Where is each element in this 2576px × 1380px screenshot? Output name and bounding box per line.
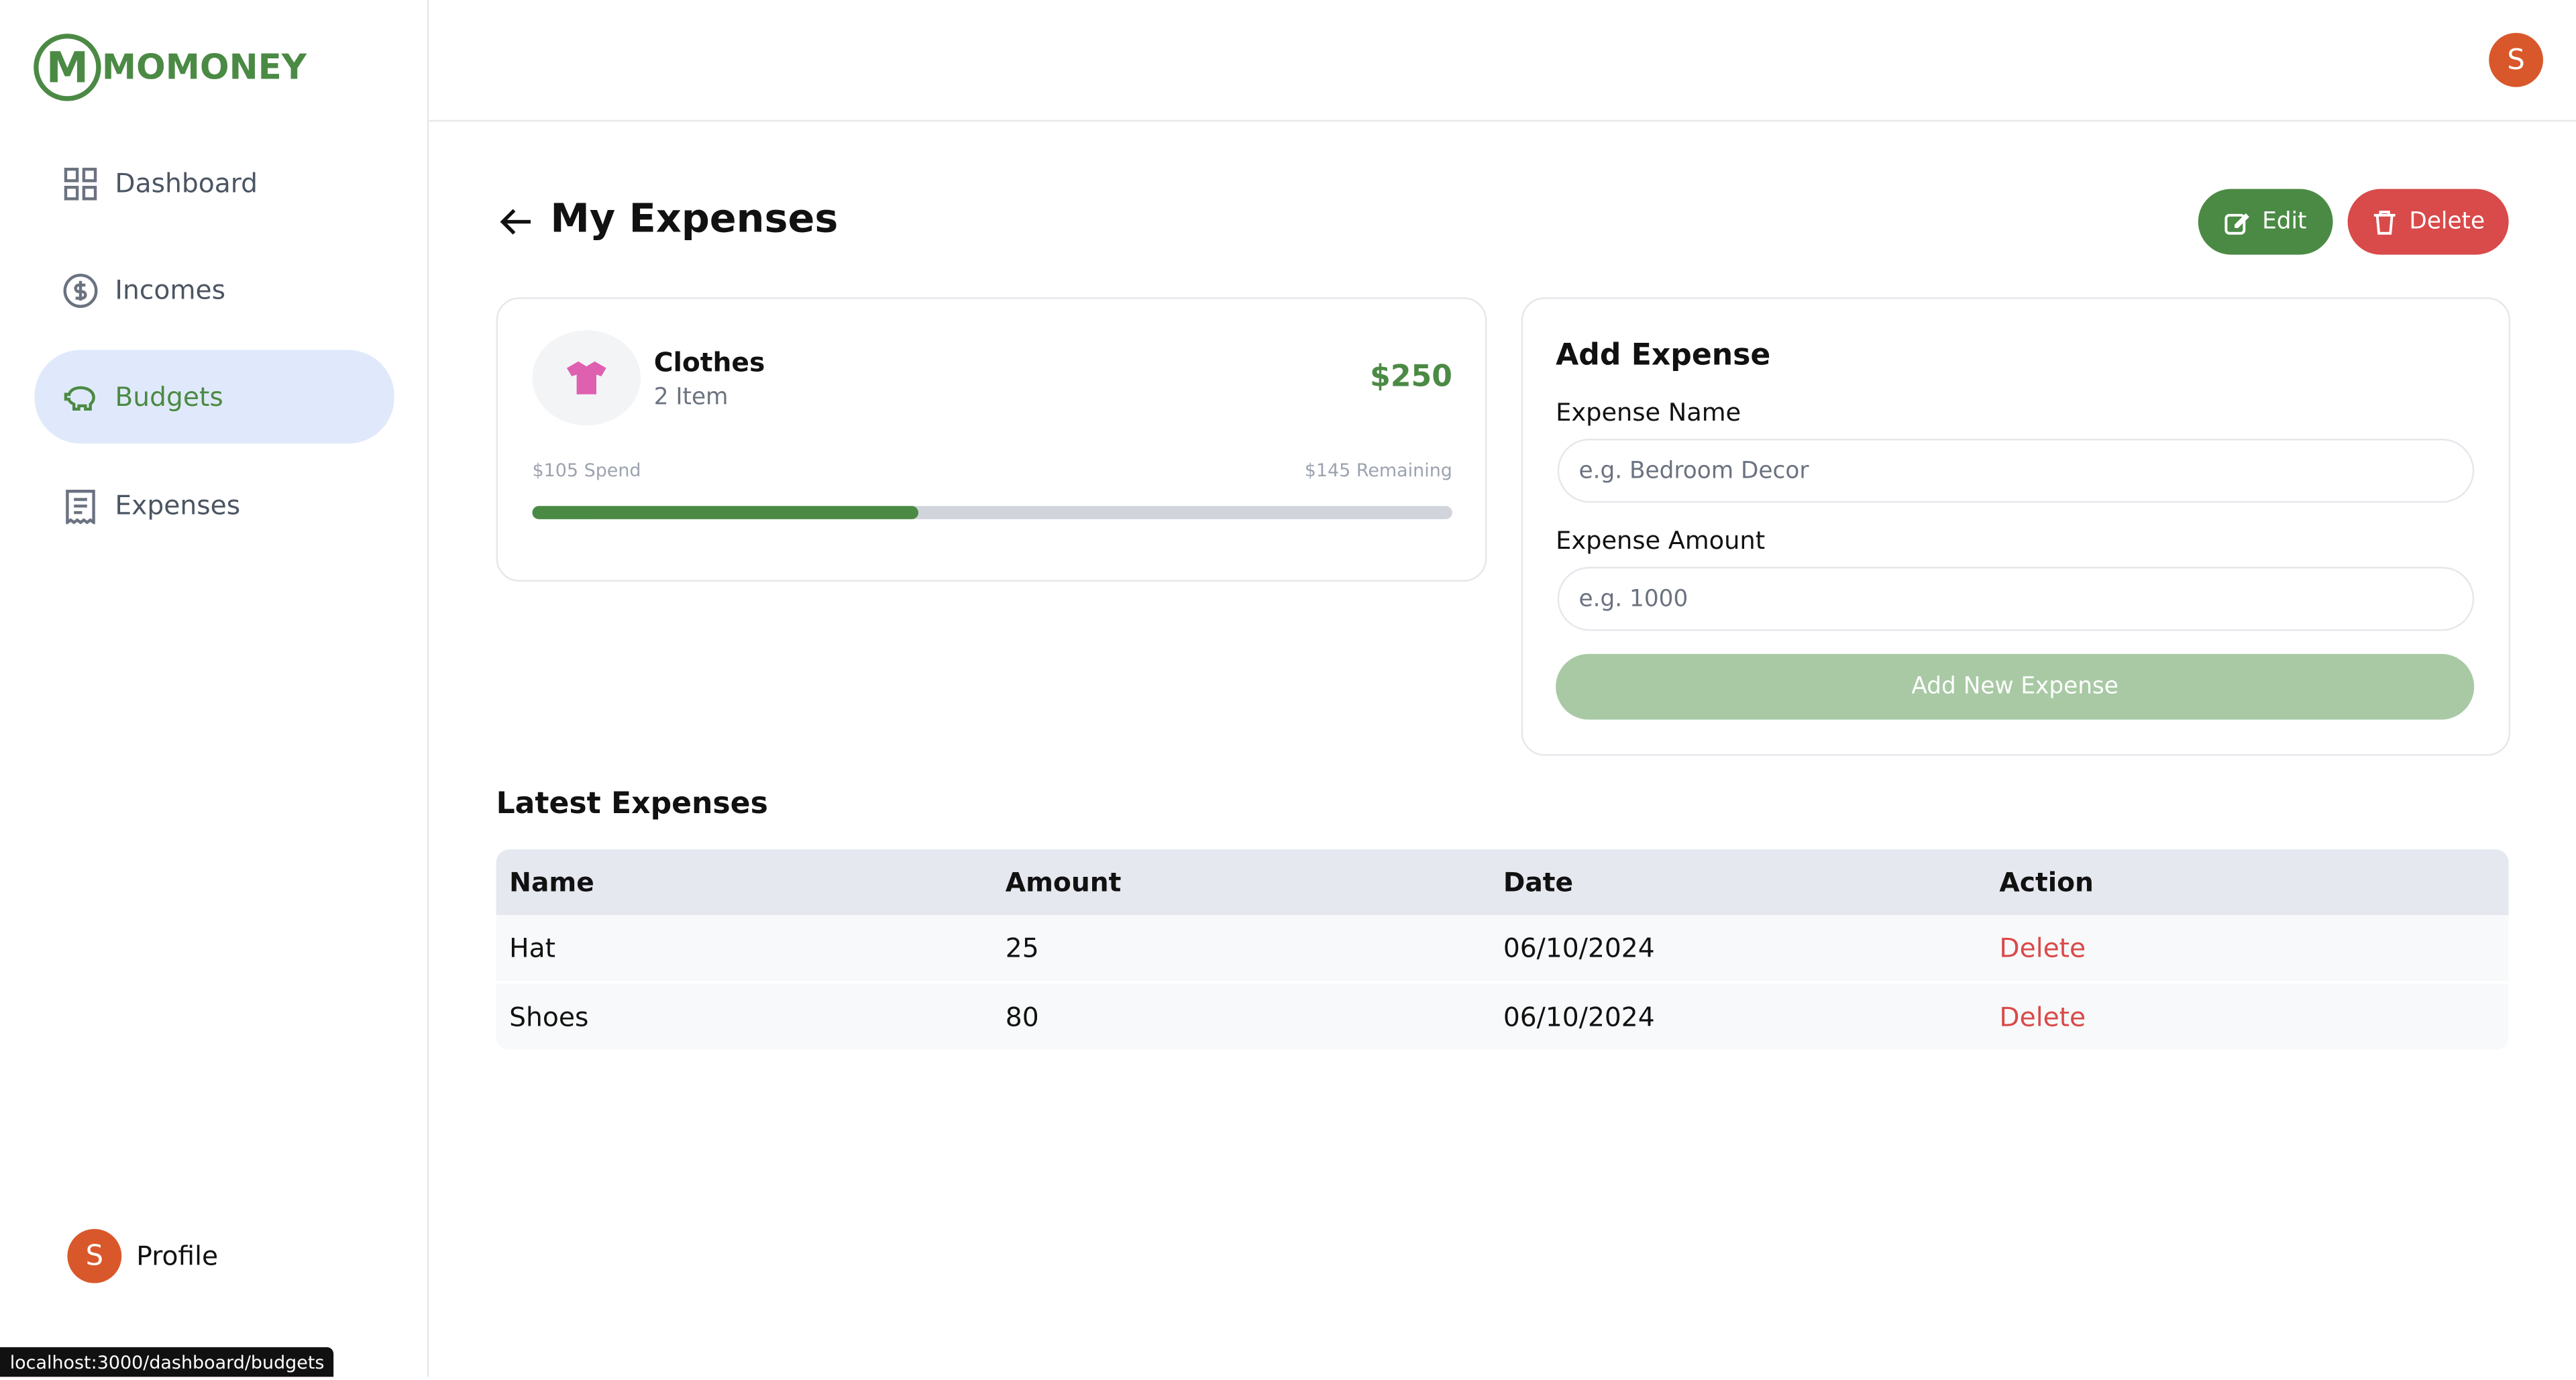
expense-name-input[interactable]: e.g. Bedroom Decor (1557, 438, 2475, 503)
sidebar (0, 0, 429, 1377)
edit-button[interactable]: Edit (2198, 189, 2333, 255)
add-expense-card: Add Expense Expense Name e.g. Bedroom De… (1521, 297, 2511, 756)
budget-name: Clothes (653, 346, 765, 378)
delete-link[interactable]: Delete (1999, 1001, 2086, 1033)
table-row: Hat 25 06/10/2024 Delete (496, 915, 2509, 981)
budget-icon (532, 330, 641, 426)
nav-expenses[interactable]: Expenses (34, 458, 394, 552)
nav-budgets[interactable]: Budgets (34, 350, 394, 444)
nav-dashboard[interactable]: Dashboard (34, 136, 394, 230)
icon (2224, 212, 2249, 234)
remaining: $145 Remaining (1304, 460, 1452, 482)
budget-amount: $250 (1370, 360, 1452, 394)
page-title: My Expenses (550, 195, 839, 242)
nav-label: Budgets (115, 381, 223, 413)
header-avatar[interactable]: S (2489, 32, 2544, 87)
header-cell: Amount (1005, 866, 1122, 898)
label: Expense Name (1556, 397, 1741, 427)
button-label: Delete (2409, 209, 2485, 235)
header-cell: Name (509, 866, 594, 898)
spend: $105 Spend (532, 460, 641, 482)
button-label: Add New Expense (1911, 674, 2118, 700)
progress-fill (532, 506, 919, 519)
cell: Hat (509, 932, 556, 964)
nav-incomes[interactable]: Incomes (34, 243, 394, 337)
cell: 06/10/2024 (1503, 1001, 1655, 1033)
avatar: S (67, 1228, 122, 1283)
table-header: Name Amount Date Action (496, 849, 2509, 916)
icon (63, 272, 98, 307)
logo-icon: M (34, 34, 101, 101)
header-cell: Action (1999, 866, 2094, 898)
icon (2373, 209, 2395, 234)
top-bar (429, 0, 2576, 122)
cell: 25 (1005, 932, 1039, 964)
label: Expense Amount (1556, 525, 1766, 555)
placeholder: e.g. 1000 (1578, 586, 1688, 613)
button-label: Edit (2262, 209, 2307, 235)
icon (64, 385, 95, 410)
nav-label: Incomes (115, 274, 226, 306)
delete-link[interactable]: Delete (1999, 932, 2086, 964)
icon (66, 488, 95, 524)
logo: M MOMONEY (33, 33, 307, 102)
add-expense-button[interactable]: Add New Expense (1556, 653, 2475, 720)
expense-amount-input[interactable]: e.g. 1000 (1557, 566, 2475, 631)
shirt (566, 361, 606, 394)
budget-card[interactable]: Clothes 2 Item $250 $105 Spend $145 Rema… (496, 297, 1487, 582)
icon (64, 166, 97, 200)
placeholder: e.g. Bedroom Decor (1578, 458, 1809, 484)
table-title: Latest Expenses (496, 787, 768, 822)
form-title: Add Expense (1556, 338, 1771, 373)
budget-items: 2 Item (653, 384, 729, 411)
profile[interactable]: S Profile (67, 1228, 219, 1283)
header-cell: Date (1503, 866, 1574, 898)
logo-text: MOMONEY (101, 48, 307, 87)
progress-track (532, 506, 1452, 519)
cell: 06/10/2024 (1503, 932, 1655, 964)
profile-label: Profile (136, 1240, 219, 1272)
svg-text:M: M (46, 43, 89, 93)
cell: Shoes (509, 1001, 589, 1033)
nav-label: Expenses (115, 489, 241, 521)
nav-label: Dashboard (115, 167, 258, 199)
delete-button[interactable]: Delete (2347, 189, 2509, 255)
table-row: Shoes 80 06/10/2024 Delete (496, 982, 2509, 1050)
status-bar: localhost:3000/dashboard/budgets (0, 1347, 335, 1377)
cell: 80 (1005, 1001, 1039, 1033)
back-arrow[interactable] (498, 204, 534, 240)
